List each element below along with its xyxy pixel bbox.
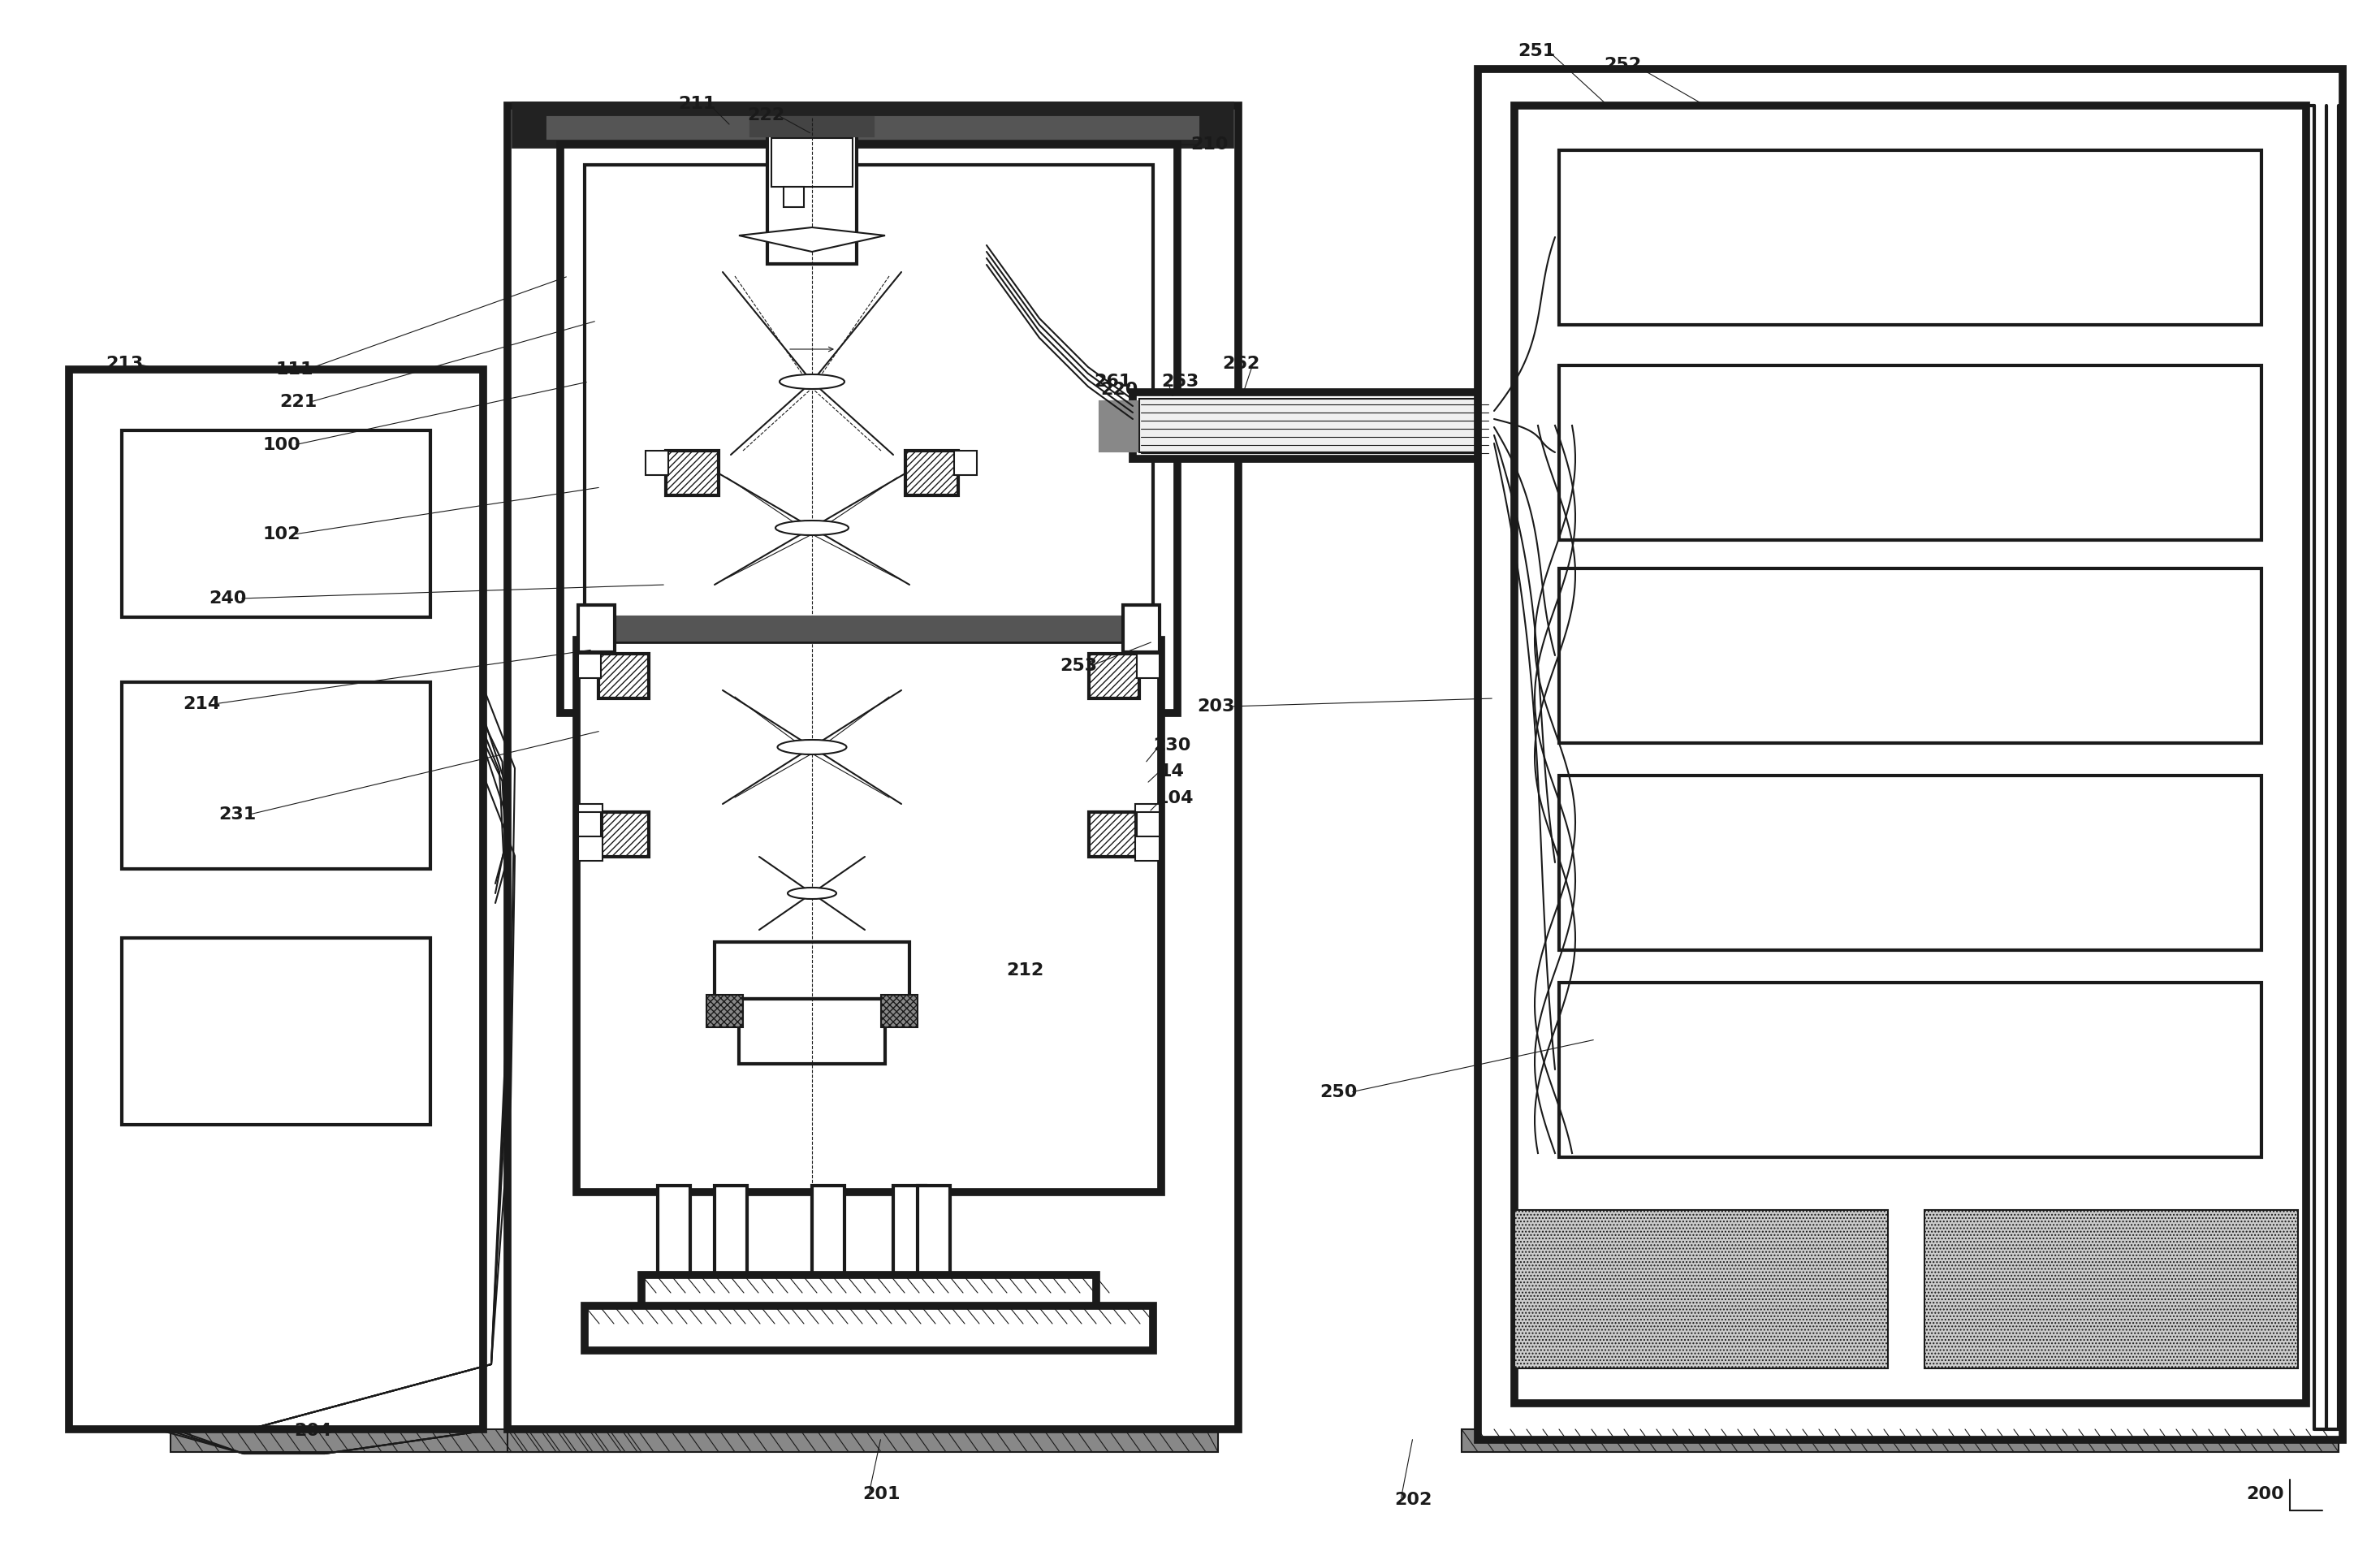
Bar	[578, 605, 614, 653]
Bar	[576, 640, 1161, 1193]
Bar	[597, 654, 650, 698]
Bar	[1090, 812, 1140, 857]
Ellipse shape	[788, 888, 835, 899]
Bar	[69, 370, 483, 1429]
Bar	[1138, 654, 1159, 678]
Text: 261: 261	[1095, 373, 1130, 390]
Text: 111: 111	[276, 362, 314, 377]
Bar	[121, 430, 431, 617]
Bar	[643, 1275, 1097, 1312]
Bar	[1138, 812, 1159, 837]
Bar	[578, 804, 602, 860]
Bar	[516, 105, 1230, 144]
Bar	[547, 118, 1197, 138]
Bar	[1925, 1210, 2299, 1369]
Text: 250: 250	[1319, 1084, 1357, 1100]
Bar	[645, 450, 669, 475]
Bar	[954, 450, 976, 475]
Ellipse shape	[781, 374, 845, 388]
Bar	[578, 654, 600, 678]
Text: 100: 100	[262, 436, 300, 453]
Text: 231: 231	[219, 806, 257, 823]
Bar	[1559, 365, 2261, 540]
Text: 240: 240	[209, 591, 245, 606]
Bar	[1140, 399, 1490, 452]
Bar	[892, 1185, 926, 1279]
Text: 221: 221	[278, 394, 317, 410]
Bar	[919, 1185, 950, 1279]
Text: 220: 220	[1100, 382, 1138, 398]
Bar	[507, 1429, 1219, 1453]
Text: 263: 263	[1161, 373, 1200, 390]
Bar	[1559, 150, 2261, 325]
Bar	[1559, 982, 2261, 1157]
Bar	[121, 937, 431, 1125]
Text: 201: 201	[862, 1487, 900, 1502]
Text: 230: 230	[1152, 738, 1190, 753]
Text: 262: 262	[1221, 356, 1259, 371]
Bar	[714, 942, 909, 999]
Bar	[1100, 402, 1138, 450]
Bar	[752, 118, 873, 136]
Text: 211: 211	[678, 96, 716, 111]
Bar	[559, 144, 1178, 713]
Text: 204: 204	[293, 1423, 331, 1439]
Bar	[812, 1185, 845, 1279]
Text: 251: 251	[1518, 43, 1554, 59]
Text: 253: 253	[1059, 657, 1097, 674]
Bar	[1461, 1429, 2340, 1453]
Text: 202: 202	[1395, 1491, 1433, 1508]
Bar	[657, 1185, 690, 1279]
Bar	[666, 450, 719, 495]
Text: 104: 104	[1157, 791, 1195, 806]
Bar	[1559, 775, 2261, 950]
Bar	[121, 682, 431, 869]
Bar	[507, 105, 1238, 1429]
Text: 210: 210	[1190, 136, 1228, 153]
Bar	[1514, 1210, 1887, 1369]
Bar	[771, 138, 852, 187]
Bar	[585, 1306, 1152, 1351]
Text: 213: 213	[105, 356, 143, 371]
Text: 212: 212	[1007, 962, 1042, 979]
Bar	[1559, 568, 2261, 743]
Bar	[1090, 654, 1140, 698]
Text: 203: 203	[1197, 698, 1235, 715]
Bar	[783, 187, 804, 207]
Bar	[904, 450, 959, 495]
Text: 102: 102	[262, 526, 300, 543]
Bar	[597, 812, 650, 857]
Bar	[1123, 605, 1159, 653]
Bar	[1514, 105, 2306, 1403]
Ellipse shape	[778, 739, 847, 755]
Bar	[707, 995, 743, 1027]
Bar	[593, 617, 1145, 640]
Bar	[738, 999, 885, 1064]
Text: 214: 214	[183, 696, 221, 712]
Text: 14: 14	[1159, 763, 1185, 780]
Bar	[578, 812, 600, 837]
Bar	[1135, 804, 1159, 860]
Text: 200: 200	[2247, 1487, 2285, 1502]
Ellipse shape	[776, 520, 850, 535]
Text: 252: 252	[1604, 57, 1642, 73]
Bar	[171, 1429, 643, 1453]
Polygon shape	[738, 227, 885, 252]
Bar	[1133, 393, 1497, 459]
Bar	[766, 118, 857, 265]
Text: 222: 222	[747, 107, 785, 124]
Bar	[1478, 70, 2342, 1440]
Bar	[585, 166, 1152, 693]
Bar	[714, 1185, 747, 1279]
Bar	[881, 995, 919, 1027]
